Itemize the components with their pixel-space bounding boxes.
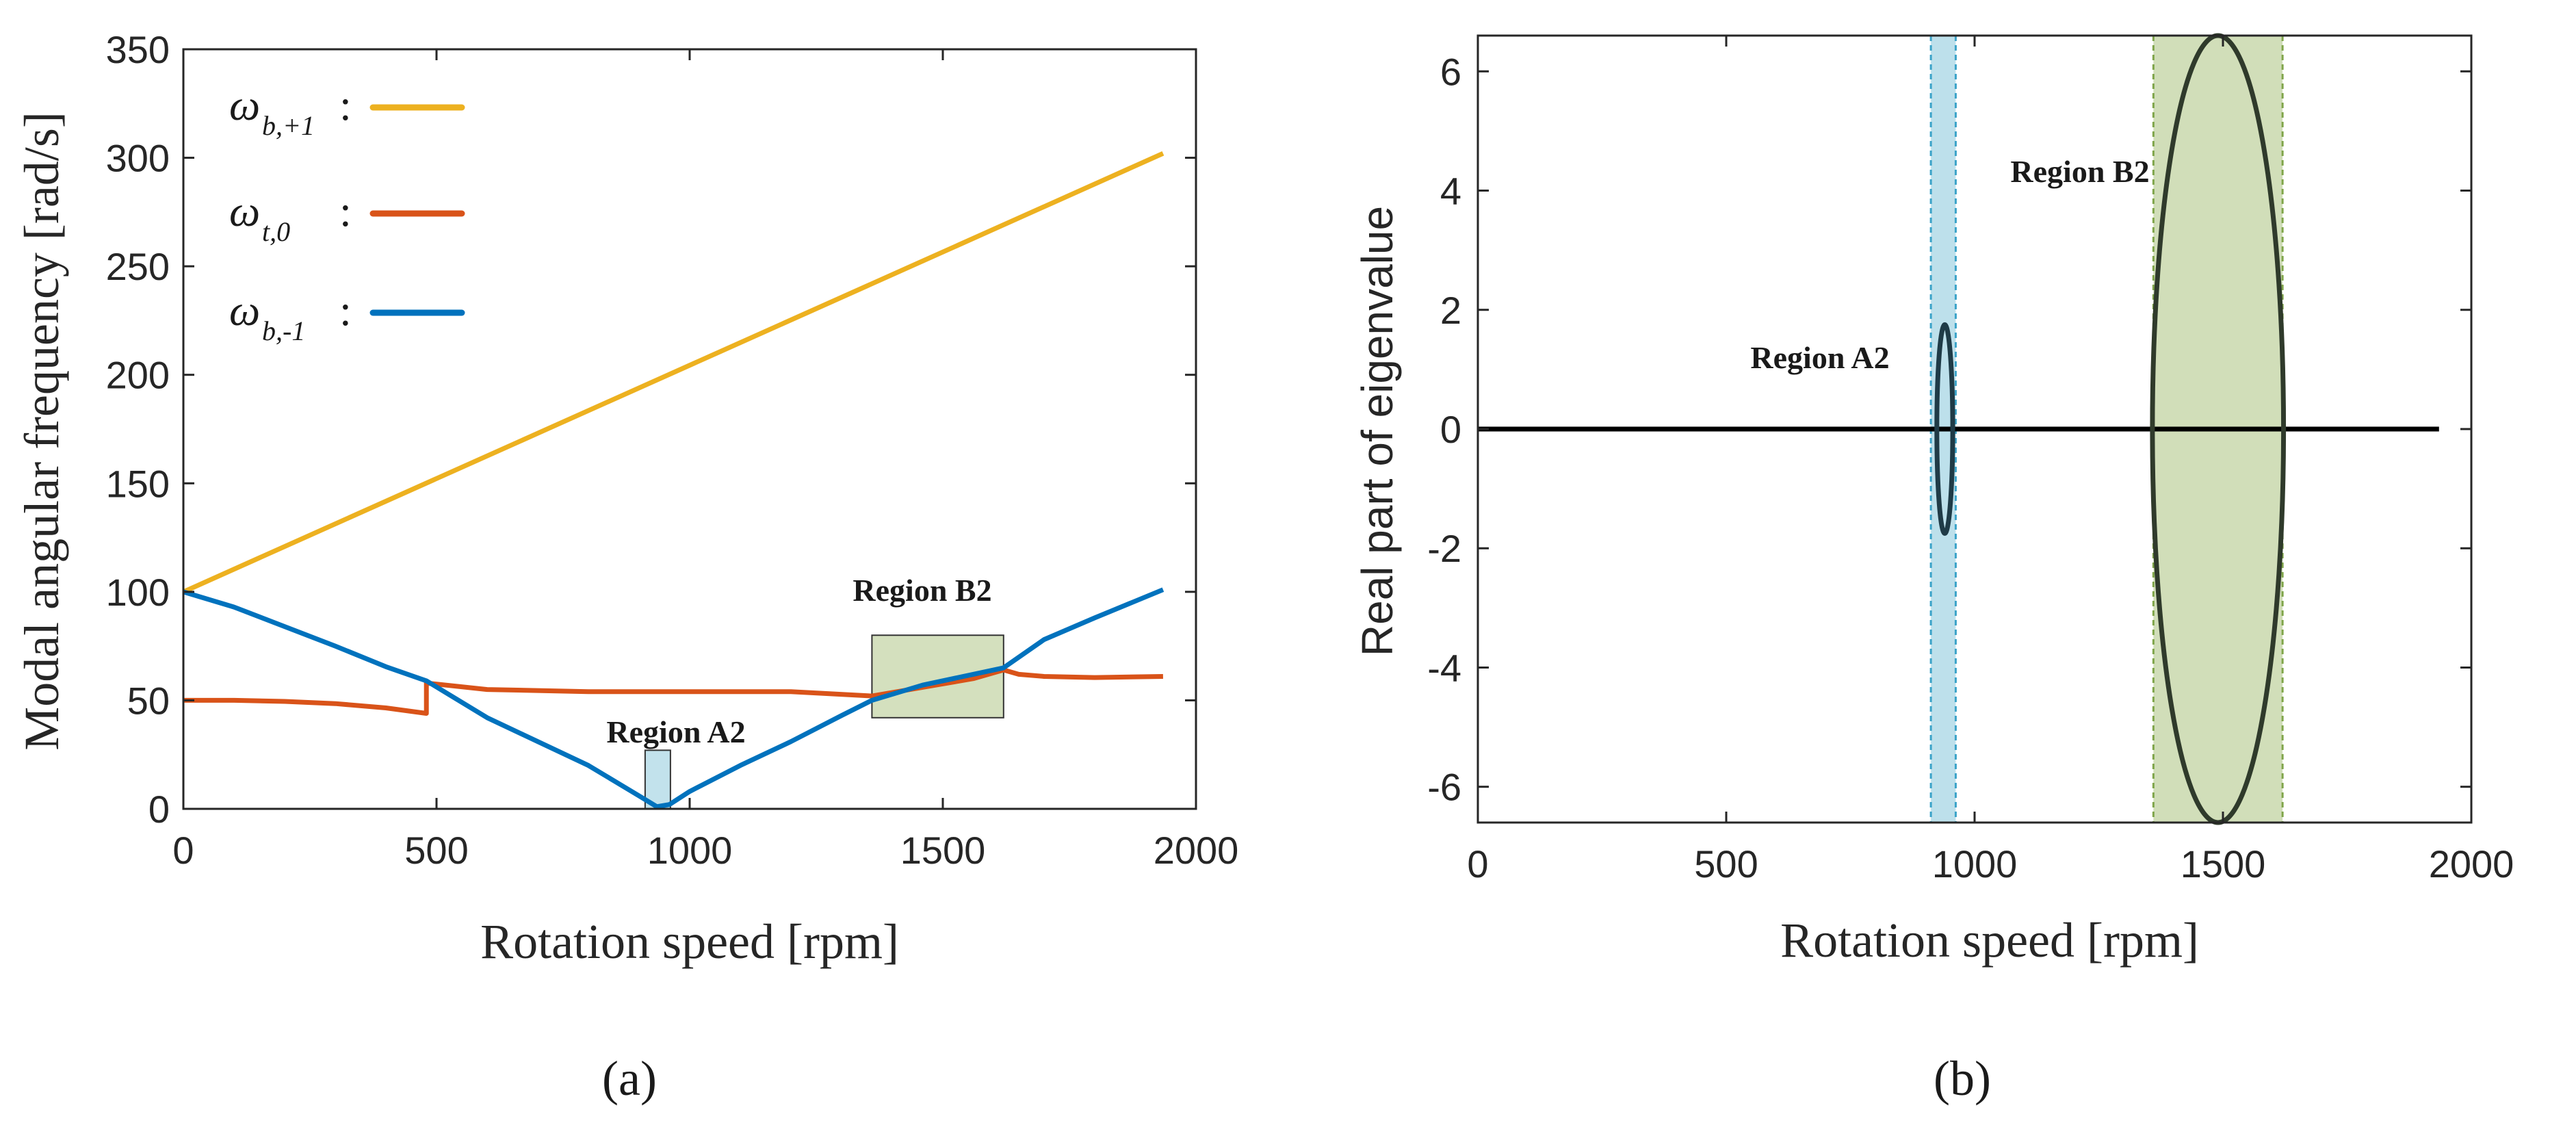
a-y-tick-label: 50 [127,679,170,722]
b-y-tick-label: 6 [1440,50,1461,93]
a-y-tick-label: 0 [148,788,170,831]
a-series-layer [182,151,1165,810]
panel-a-label: (a) [602,1051,657,1106]
panel-b-label: (b) [1934,1051,1991,1106]
a-x-axis-label: Rotation speed [rpm] [480,914,899,969]
a-legend-symbol: ω [229,187,260,235]
a-y-tick-label: 300 [106,137,170,180]
a-y-tick-label: 250 [106,245,170,288]
chart-panel-a: 0 500 1000 1500 2000 0 50 100 150 200 250 300 350 Ro… [14,28,1238,1106]
b-y-tick-label: -4 [1427,646,1461,689]
b-ticks-layer: 0 500 1000 1500 2000 -6 -4 -2 0 2 4 6 [1427,36,2514,885]
b-series-ellipse-A2 [1934,322,1955,536]
b-y-tick-label: 4 [1440,170,1461,213]
a-y-tick-label: 100 [106,571,170,614]
a-x-tick-label: 1500 [900,829,986,872]
b-region-a2-label: Region A2 [1750,340,1889,375]
b-x-tick-label: 2000 [2429,842,2514,885]
a-ticks-layer: 0 500 1000 1500 2000 0 50 100 150 200 250 300 350 [106,28,1239,872]
b-region-b2-label: Region B2 [2010,154,2149,189]
a-legend-colon: : [339,286,352,335]
a-legend-subscript: t,0 [262,216,290,247]
a-legend-symbol: ω [229,81,260,129]
chart-panel-b: 0 500 1000 1500 2000 -6 -4 -2 0 2 4 6 Rotation spee… [1353,33,2514,1106]
a-legend-subscript: b,-1 [262,315,305,346]
b-series-layer [1478,33,2439,825]
a-legend-subscript: b,+1 [262,110,315,141]
b-x-tick-label: 500 [1694,842,1758,885]
a-y-tick-label: 200 [106,354,170,397]
b-x-tick-label: 0 [1467,842,1488,885]
a-x-tick-label: 0 [172,829,194,872]
b-y-tick-label: -6 [1427,766,1461,809]
a-y-tick-label: 150 [106,462,170,505]
b-y-tick-label: 2 [1440,289,1461,332]
b-y-tick-label: -2 [1427,527,1461,570]
a-series-line-b-plus1 [182,151,1165,595]
b-x-tick-label: 1000 [1932,842,2018,885]
a-legend-symbol: ω [229,286,260,335]
a-plot-frame [182,48,1197,810]
b-x-tick-label: 1500 [2181,842,2266,885]
a-series-line-b-minus1 [182,587,1165,810]
a-x-tick-label: 2000 [1154,829,1239,872]
a-x-tick-label: 1000 [647,829,733,872]
a-region-a2-label: Region A2 [606,714,745,749]
a-y-axis-label: Modal angular frequency [rad/s] [14,112,69,751]
a-y-tick-label: 350 [106,28,170,71]
a-legend-colon: : [339,187,352,235]
b-y-tick-label: 0 [1440,408,1461,451]
a-legend-colon: : [339,81,352,129]
a-x-tick-label: 500 [404,829,468,872]
b-x-axis-label: Rotation speed [rpm] [1780,913,2199,968]
a-legend: ω b,+1:ω t,0:ω b,-1: [229,81,465,346]
a-series-line-t0 [183,667,1163,716]
b-y-axis-label: Real part of eigenvalue [1353,206,1402,656]
a-region-b2-label: Region B2 [853,573,991,608]
